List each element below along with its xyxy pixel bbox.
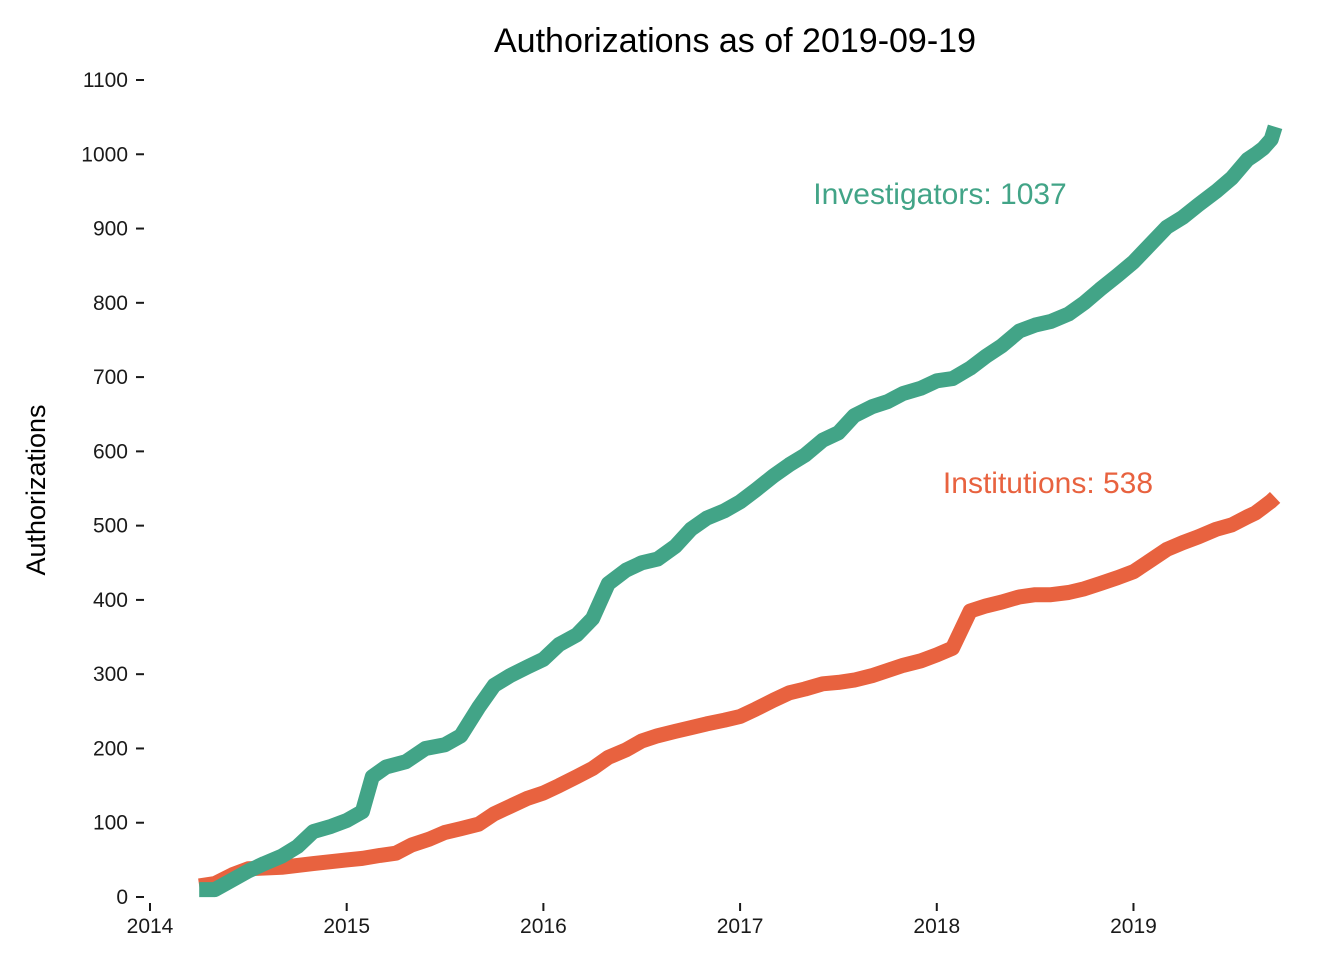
y-tick-label: 0: [116, 886, 128, 909]
y-tick-label: 100: [93, 812, 128, 835]
y-tick-label: 400: [93, 589, 128, 612]
x-tick-label: 2018: [913, 915, 960, 938]
y-axis-title: Authorizations: [21, 404, 51, 575]
annotation-institutions: Institutions: 538: [943, 467, 1153, 500]
y-tick-label: 500: [93, 515, 128, 538]
x-tick-label: 2014: [127, 915, 174, 938]
y-tick-label: 1100: [83, 69, 128, 92]
y-tick-label: 200: [93, 737, 128, 760]
series-lines: [198, 124, 1283, 898]
x-tick-label: 2016: [520, 915, 567, 938]
series-annotations: Investigators: 1037 Institutions: 538: [813, 178, 1153, 500]
x-tick-label: 2015: [323, 915, 370, 938]
x-tick-label: 2017: [717, 915, 764, 938]
y-tick-label: 1000: [81, 143, 128, 166]
x-axis: 2014 2015 2016 2017 2018 2019: [127, 903, 1157, 938]
annotation-investigators: Investigators: 1037: [813, 178, 1067, 211]
chart-title: Authorizations as of 2019-09-19: [494, 22, 976, 60]
x-tick-label: 2019: [1110, 915, 1157, 938]
series-line-investigators: [199, 124, 1283, 898]
y-tick-label: 800: [93, 292, 128, 315]
y-tick-label: 700: [93, 366, 128, 389]
y-axis: 0 100 200 300 400 500 600 700 800 900 1000 1100: [81, 69, 144, 909]
series-line-institutions: [198, 491, 1281, 894]
y-tick-label: 600: [93, 440, 128, 463]
y-tick-label: 900: [93, 218, 128, 241]
y-tick-label: 300: [93, 663, 128, 686]
